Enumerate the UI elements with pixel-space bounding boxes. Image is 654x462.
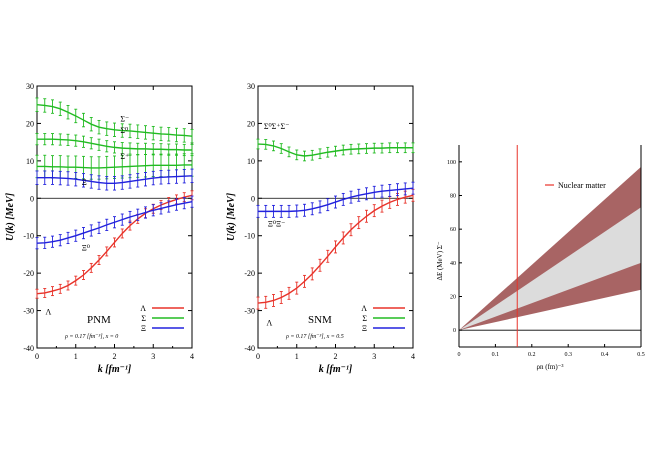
- legend-label: Ξ: [362, 324, 367, 333]
- panel-label: PNM: [87, 314, 111, 326]
- y-tick-label: 20: [26, 119, 34, 128]
- y-axis-label: ΔE (MeV) Σ⁻: [436, 241, 444, 280]
- y-tick-label: -30: [244, 307, 255, 316]
- legend-label: Λ: [140, 304, 146, 313]
- y-tick-label: 80: [450, 194, 456, 200]
- x-axis-label: k [fm⁻¹]: [98, 364, 132, 375]
- x-tick-label: 0.2: [528, 352, 536, 358]
- x-tick-label: 4: [190, 352, 194, 361]
- series-annotation: Λ: [46, 307, 52, 316]
- x-tick-label: 4: [411, 352, 415, 361]
- series-annotation: Σ⁰Σ⁺Σ⁻: [264, 122, 290, 131]
- x-tick-label: 0: [256, 352, 260, 361]
- y-tick-label: 30: [247, 82, 255, 91]
- y-tick-label: -20: [23, 269, 34, 278]
- series-annotation: Σ⁺: [120, 152, 129, 161]
- panel-label: SNM: [308, 314, 332, 326]
- y-tick-label: 0: [30, 194, 34, 203]
- x-tick-label: 0.1: [492, 352, 500, 358]
- series-annotation: Ξ⁻: [82, 178, 91, 187]
- y-tick-label: 40: [450, 261, 456, 267]
- x-tick-label: 3: [372, 352, 376, 361]
- legend-label: Nuclear matter: [558, 181, 606, 190]
- snm-panel: 0 1 2 3 4 -40 -30 -20 -10 0 10 20 30 U(k) [MeV] k [fm⁻…: [226, 82, 415, 375]
- x-tick-label: 2: [113, 352, 117, 361]
- condition-label: ρ = 0.17 [fm⁻³], x = 0.5: [285, 333, 344, 340]
- y-tick-label: 0: [453, 328, 456, 334]
- y-tick-label: -10: [23, 232, 34, 241]
- y-tick-label: -40: [244, 344, 255, 353]
- x-tick-label: 3: [151, 352, 155, 361]
- y-tick-label: 30: [26, 82, 34, 91]
- y-tick-label: 0: [251, 194, 255, 203]
- x-tick-label: 0.5: [637, 352, 645, 358]
- y-tick-label: -30: [23, 307, 34, 316]
- condition-label: ρ = 0.17 [fm⁻³], x = 0: [64, 333, 118, 340]
- x-tick-label: 0.3: [564, 352, 572, 358]
- outer-band: [459, 166, 641, 331]
- x-tick-label: 0: [458, 352, 461, 358]
- legend-label: Λ: [361, 304, 367, 313]
- delta-e-panel: 0 0.1 0.2 0.3 0.4 0.5 0 20 40 60 80 100 ΔE (MeV) Σ⁻ ρ…: [436, 145, 645, 371]
- legend-label: Σ: [141, 314, 146, 323]
- legend-label: Ξ: [141, 324, 146, 333]
- y-tick-label: 10: [26, 157, 34, 166]
- series-annotation: Λ: [267, 319, 273, 328]
- y-tick-label: 100: [447, 160, 456, 166]
- inner-band: [459, 207, 641, 331]
- x-tick-label: 2: [334, 352, 338, 361]
- x-axis-label: k [fm⁻¹]: [319, 364, 353, 375]
- y-tick-label: -20: [244, 269, 255, 278]
- series-annotation: Σ⁰: [120, 126, 128, 135]
- x-tick-label: 1: [74, 352, 78, 361]
- y-tick-label: 20: [450, 295, 456, 301]
- y-tick-label: 20: [247, 119, 255, 128]
- y-tick-label: -40: [23, 344, 34, 353]
- y-tick-label: 10: [247, 157, 255, 166]
- y-axis-label: U(k) [MeV]: [5, 192, 16, 241]
- x-tick-label: 0.4: [601, 352, 609, 358]
- series-annotation: Σ⁻: [120, 115, 129, 124]
- x-tick-label: 1: [295, 352, 299, 361]
- x-axis-label: ρn (fm)⁻³: [537, 363, 564, 371]
- x-tick-label: 0: [35, 352, 39, 361]
- pnm-panel: 0 1 2 3 4 -40 -30 -20 -10 0 10 20 30 U(k) [MeV] k [fm⁻…: [5, 82, 194, 375]
- y-axis-label: U(k) [MeV]: [226, 192, 237, 241]
- legend-label: Σ: [362, 314, 367, 323]
- y-tick-label: 60: [450, 227, 456, 233]
- series-annotation: Ξ⁰Ξ⁻: [268, 219, 286, 228]
- series-annotation: Ξ⁰: [82, 244, 90, 253]
- y-tick-label: -10: [244, 232, 255, 241]
